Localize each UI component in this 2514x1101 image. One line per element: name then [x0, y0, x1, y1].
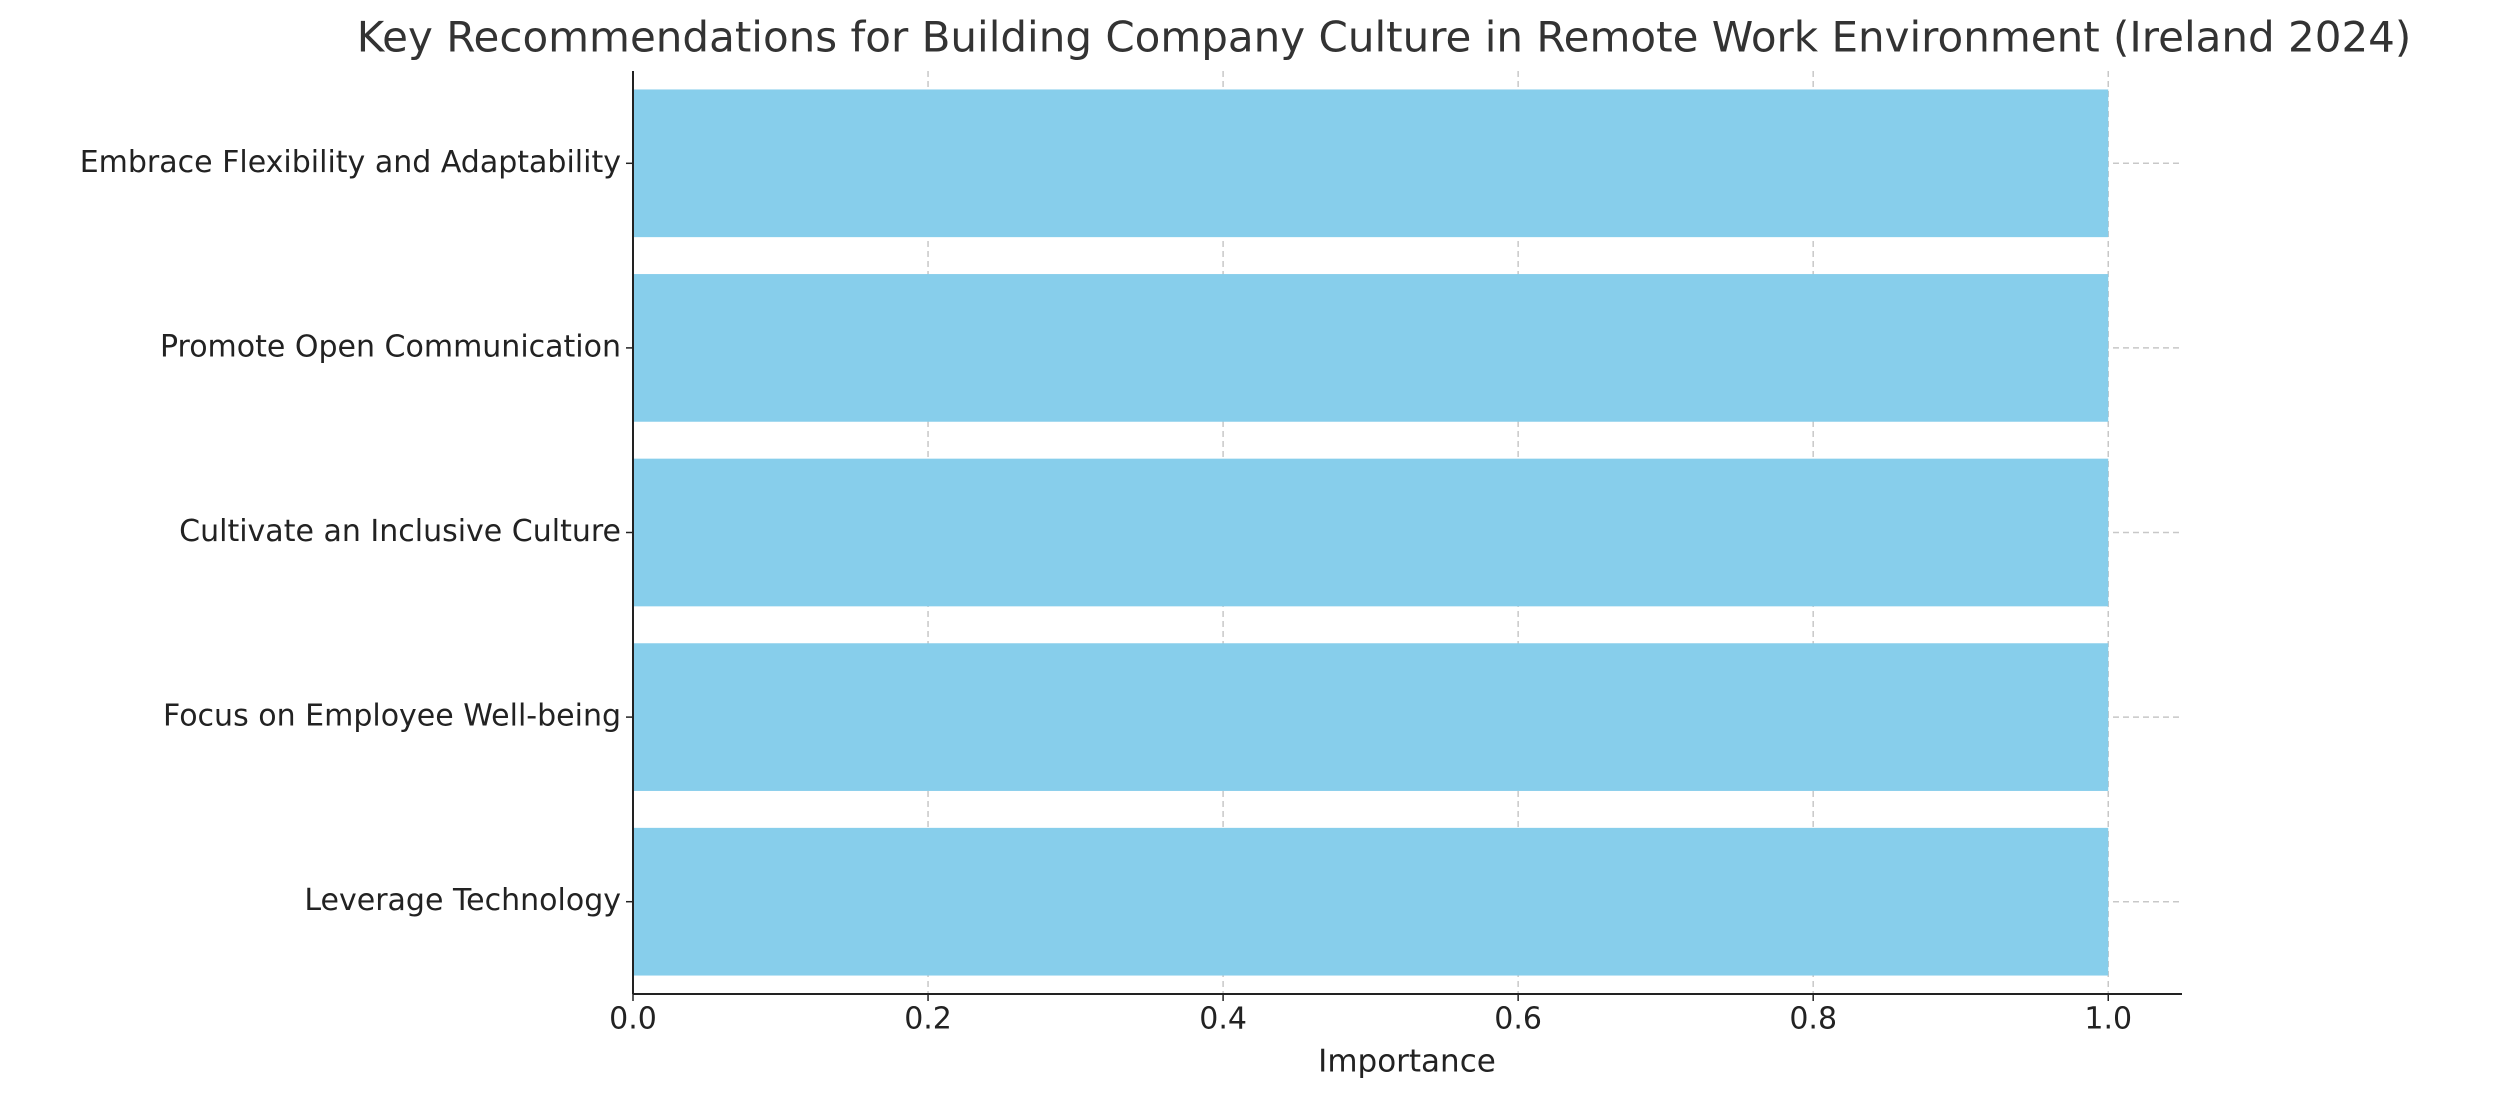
- chart-title: Key Recommendations for Building Company…: [357, 13, 2412, 62]
- x-tick-label: 0.4: [1199, 1002, 1247, 1037]
- y-tick-label: Leverage Technology: [304, 883, 621, 918]
- y-tick-label: Embrace Flexibility and Adaptability: [80, 145, 621, 180]
- x-tick-label: 0.6: [1494, 1002, 1542, 1037]
- y-tick-label: Focus on Employee Well-being: [163, 699, 621, 734]
- x-tick-label: 0.2: [904, 1002, 952, 1037]
- x-tick-label: 0.8: [1789, 1002, 1837, 1037]
- bar: [633, 458, 2109, 607]
- bar: [633, 89, 2109, 238]
- bar: [633, 643, 2109, 791]
- x-tick-label: 0.0: [609, 1002, 657, 1037]
- bar: [633, 274, 2109, 422]
- y-tick-label: Promote Open Communication: [160, 329, 621, 364]
- y-tick-label: Cultivate an Inclusive Culture: [179, 514, 621, 549]
- x-axis-label: Importance: [1318, 1044, 1496, 1080]
- bar: [633, 827, 2109, 976]
- x-tick-label: 1.0: [2084, 1002, 2132, 1037]
